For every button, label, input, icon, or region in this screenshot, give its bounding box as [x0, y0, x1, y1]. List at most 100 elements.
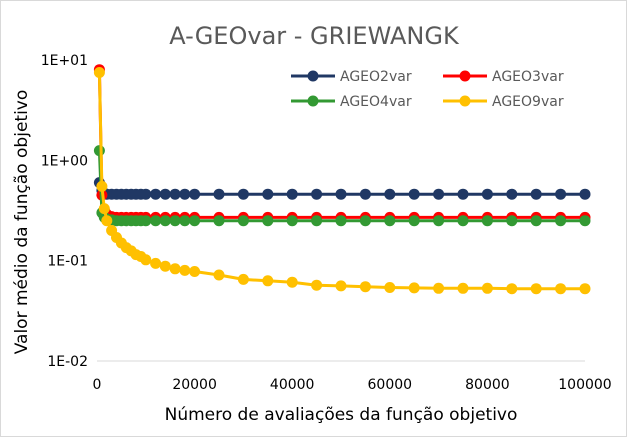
- legend-marker: [459, 70, 471, 82]
- data-point: [530, 215, 542, 227]
- data-point: [237, 273, 249, 285]
- data-point: [433, 188, 445, 200]
- data-point: [140, 215, 152, 227]
- data-point: [169, 188, 181, 200]
- data-point: [93, 67, 105, 78]
- data-point: [579, 188, 591, 200]
- data-point: [335, 215, 347, 227]
- data-point: [286, 276, 298, 288]
- legend-item: AGEO2var: [291, 69, 412, 85]
- data-point: [179, 264, 191, 276]
- data-point: [101, 215, 113, 227]
- data-point: [579, 283, 591, 295]
- data-point: [457, 188, 469, 200]
- data-point: [189, 215, 201, 227]
- data-point: [150, 257, 162, 269]
- data-point: [555, 188, 567, 200]
- data-point: [140, 188, 152, 200]
- data-point: [384, 215, 396, 227]
- data-point: [179, 215, 191, 227]
- data-point: [530, 188, 542, 200]
- data-point: [213, 269, 225, 281]
- x-tick-label: 80000: [465, 377, 510, 393]
- legend-item: AGEO4var: [291, 94, 412, 110]
- data-point: [359, 188, 371, 200]
- x-tick-label: 40000: [270, 377, 315, 393]
- x-tick-label: 60000: [368, 377, 413, 393]
- data-point: [481, 282, 493, 294]
- legend-marker: [459, 95, 471, 107]
- data-point: [506, 215, 518, 227]
- series-line: [97, 150, 585, 223]
- data-point: [384, 188, 396, 200]
- data-point: [286, 215, 298, 227]
- data-point: [311, 188, 323, 200]
- data-point: [408, 188, 420, 200]
- data-point: [311, 279, 323, 291]
- data-point: [159, 215, 171, 227]
- legend: AGEO2var AGEO3var AGEO4var AGEO9var: [291, 69, 564, 110]
- data-point: [159, 260, 171, 272]
- data-point: [213, 188, 225, 200]
- data-point: [93, 145, 105, 157]
- x-tick-label: 0: [93, 377, 102, 393]
- x-tick-label: 100000: [558, 377, 611, 393]
- x-tick-label: 20000: [172, 377, 217, 393]
- data-point: [335, 188, 347, 200]
- x-tick-labels: 0 20000 40000 60000 80000 100000: [93, 377, 612, 393]
- series-AGEO9var: [93, 67, 591, 295]
- series-layer: [93, 64, 591, 295]
- y-tick-label: 1E+01: [41, 53, 88, 69]
- data-point: [150, 215, 162, 227]
- legend-label: AGEO2var: [340, 69, 412, 85]
- data-point: [140, 254, 152, 266]
- data-point: [457, 215, 469, 227]
- y-tick-label: 1E-02: [47, 354, 88, 370]
- legend-marker: [307, 95, 319, 107]
- data-point: [237, 188, 249, 200]
- data-point: [262, 215, 274, 227]
- data-point: [169, 215, 181, 227]
- data-point: [506, 188, 518, 200]
- data-point: [150, 188, 162, 200]
- data-point: [579, 215, 591, 227]
- data-point: [189, 188, 201, 200]
- data-point: [481, 215, 493, 227]
- y-tick-label: 1E+00: [41, 153, 88, 169]
- y-tick-labels: 1E-02 1E-01 1E+00 1E+01: [41, 53, 88, 370]
- data-point: [96, 180, 108, 192]
- data-point: [335, 280, 347, 292]
- data-point: [530, 283, 542, 295]
- data-point: [169, 263, 181, 275]
- data-point: [359, 281, 371, 293]
- legend-label: AGEO3var: [492, 69, 564, 85]
- data-point: [506, 283, 518, 295]
- data-point: [433, 282, 445, 294]
- data-point: [457, 282, 469, 294]
- data-point: [555, 215, 567, 227]
- data-point: [189, 266, 201, 277]
- legend-item: AGEO9var: [443, 94, 564, 110]
- legend-item: AGEO3var: [443, 69, 564, 85]
- data-point: [98, 203, 110, 215]
- data-point: [237, 215, 249, 227]
- data-point: [311, 215, 323, 227]
- chart-title: A-GEOvar - GRIEWANGK: [169, 22, 460, 50]
- data-point: [384, 282, 396, 293]
- data-point: [481, 188, 493, 200]
- data-point: [408, 282, 420, 294]
- x-axis-label: Número de avaliações da função objetivo: [165, 405, 518, 425]
- y-tick-label: 1E-01: [47, 254, 88, 270]
- data-point: [179, 188, 191, 200]
- data-point: [159, 188, 171, 200]
- data-point: [433, 215, 445, 227]
- data-point: [262, 188, 274, 200]
- legend-marker: [307, 70, 319, 82]
- legend-label: AGEO4var: [340, 94, 412, 110]
- data-point: [555, 283, 567, 295]
- data-point: [408, 215, 420, 227]
- series-AGEO2var: [93, 177, 591, 200]
- legend-label: AGEO9var: [492, 94, 564, 110]
- data-point: [286, 188, 298, 200]
